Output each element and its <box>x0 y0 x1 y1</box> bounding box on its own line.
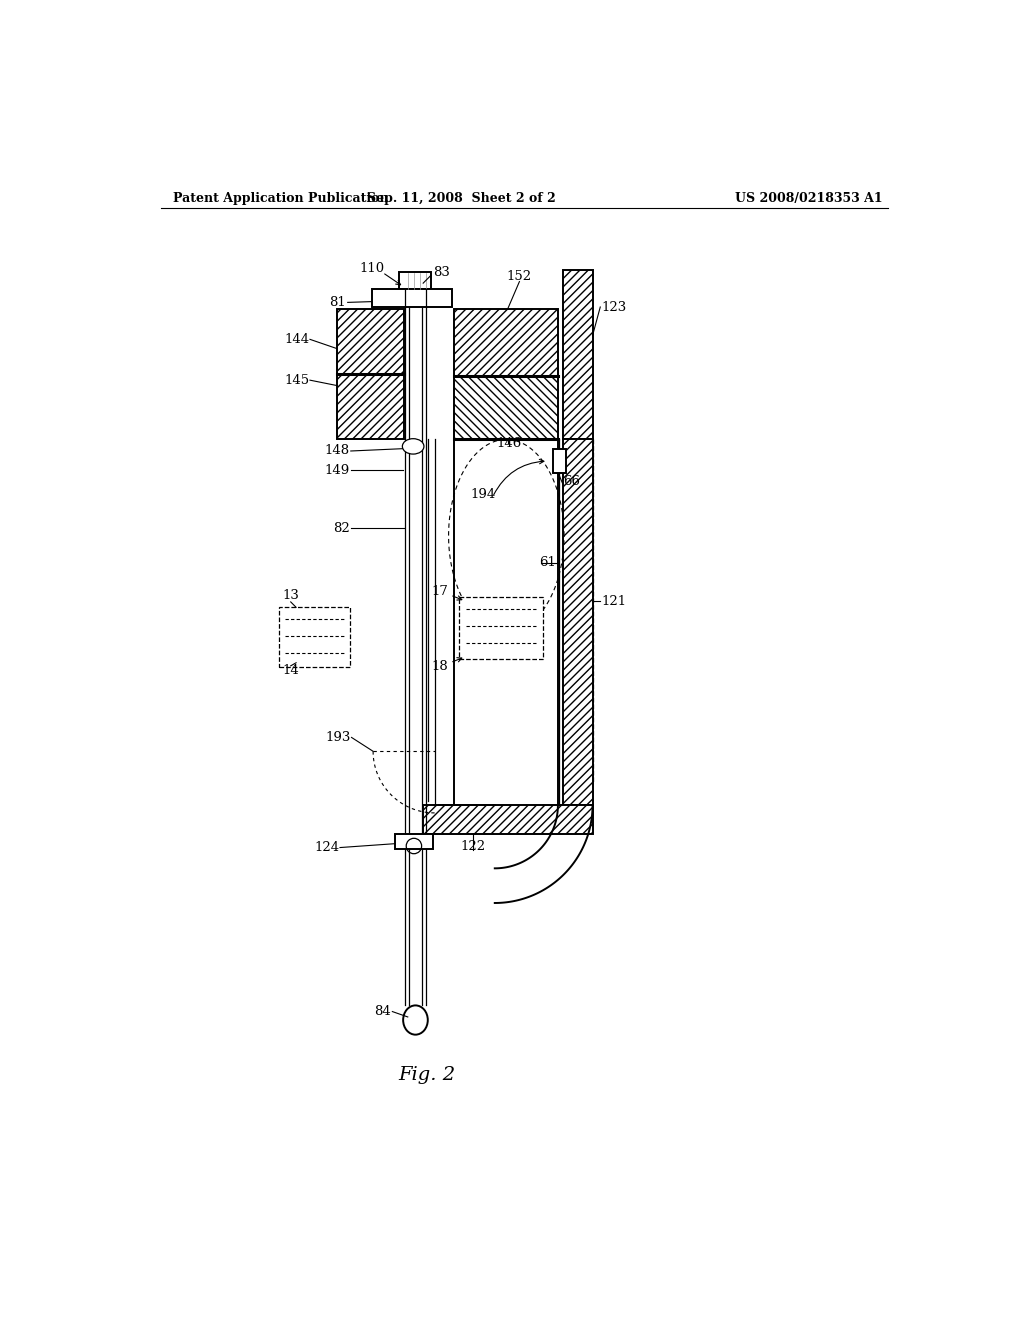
Text: Sep. 11, 2008  Sheet 2 of 2: Sep. 11, 2008 Sheet 2 of 2 <box>368 191 556 205</box>
Text: 123: 123 <box>602 301 627 314</box>
Bar <box>337 309 403 440</box>
Text: 82: 82 <box>333 521 350 535</box>
Bar <box>553 450 565 473</box>
Text: 122: 122 <box>461 840 485 853</box>
Text: 194: 194 <box>471 488 497 502</box>
Text: US 2008/0218353 A1: US 2008/0218353 A1 <box>735 191 883 205</box>
Bar <box>563 271 593 440</box>
Text: 84: 84 <box>374 1005 391 1018</box>
Bar <box>372 289 453 308</box>
Text: 14: 14 <box>283 664 299 677</box>
Text: 193: 193 <box>326 731 351 744</box>
Text: 18: 18 <box>432 660 449 673</box>
Text: 145: 145 <box>284 374 309 387</box>
Text: 66: 66 <box>563 475 581 488</box>
Bar <box>454 309 558 376</box>
Bar <box>280 607 350 667</box>
Text: Patent Application Publication: Patent Application Publication <box>173 191 388 205</box>
Text: Fig. 2: Fig. 2 <box>398 1065 456 1084</box>
Text: 144: 144 <box>284 333 309 346</box>
Ellipse shape <box>402 438 424 454</box>
Text: 110: 110 <box>359 261 384 275</box>
Text: 61: 61 <box>539 556 556 569</box>
Bar <box>398 272 431 289</box>
Bar <box>394 834 433 849</box>
Text: 148: 148 <box>325 445 350 458</box>
Text: 121: 121 <box>602 594 627 607</box>
Text: 13: 13 <box>283 589 299 602</box>
Bar <box>423 805 593 834</box>
Text: 124: 124 <box>314 841 339 854</box>
Text: 17: 17 <box>432 585 449 598</box>
Text: 149: 149 <box>325 463 350 477</box>
Bar <box>563 440 593 805</box>
Text: 152: 152 <box>507 269 532 282</box>
Ellipse shape <box>403 1006 428 1035</box>
Text: 83: 83 <box>433 265 450 279</box>
Text: 81: 81 <box>330 296 346 309</box>
Bar <box>460 597 544 659</box>
Text: 146: 146 <box>497 437 521 450</box>
Bar <box>454 376 558 440</box>
